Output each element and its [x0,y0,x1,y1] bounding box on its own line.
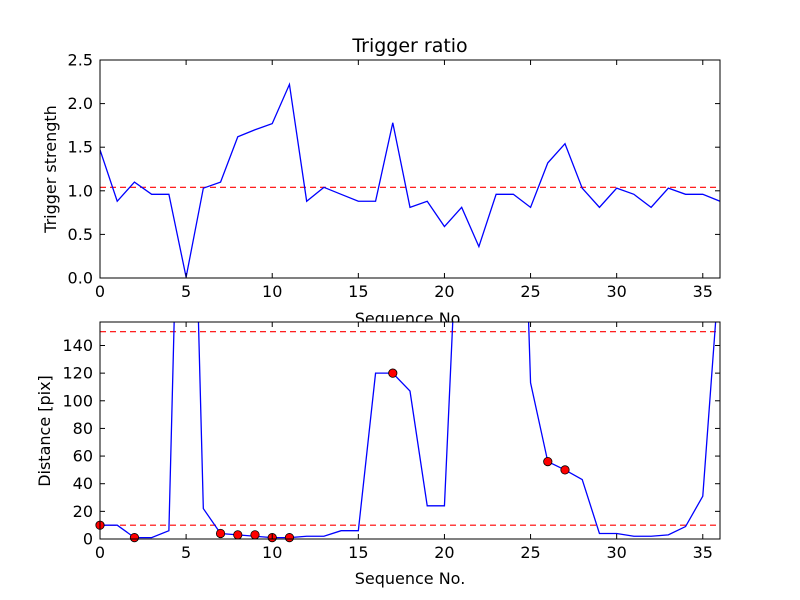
y-tick-label: 120 [62,364,93,383]
x-tick-label: 5 [181,282,191,301]
y-tick-label: 0 [83,530,93,549]
x-tick-label: 15 [348,543,368,562]
chart-title: Trigger ratio [351,35,467,57]
series-lines [100,322,717,539]
x-axis-label: Sequence No. [355,569,466,588]
data-point-marker [250,530,260,540]
axis-ticks: 0 5 10 15 20 25 30 35 0.0 0.5 1.0 1.5 2.0 2.5 [68,51,720,301]
x-tick-label: 35 [693,543,713,562]
distance-chart: 0 5 10 15 20 25 30 35 0 20 40 60 80 100 120 140 Sequenc… [35,321,721,588]
x-tick-label: 0 [95,543,105,562]
plot-frame [99,321,721,540]
plot-area [100,60,720,278]
x-tick-label: 15 [348,282,368,301]
data-point-marker [215,528,226,539]
x-tick-label: 10 [262,282,282,301]
series-line [100,322,717,539]
data-point-marker [388,368,398,378]
data-point-marker [560,465,570,475]
series-line [100,82,720,278]
x-tick-label: 35 [693,282,713,301]
y-tick-label: 100 [62,391,93,410]
x-tick-label: 20 [434,282,454,301]
y-tick-label: 60 [73,447,93,466]
axis-ticks: 0 5 10 15 20 25 30 35 0 20 40 60 80 100 120 140 [62,322,720,562]
x-tick-label: 30 [606,543,626,562]
plot-area [100,322,720,539]
y-tick-label: 40 [73,474,93,493]
y-tick-label: 2.5 [68,51,93,70]
y-tick-label: 20 [73,502,93,521]
y-tick-label: 0.0 [68,269,93,288]
x-tick-label: 0 [95,282,105,301]
x-tick-label: 5 [181,543,191,562]
x-tick-label: 25 [520,282,540,301]
trigger-ratio-chart: Trigger ratio 0 5 10 15 20 25 30 35 0.0 0.5 1.0 1.5… [41,35,721,328]
y-tick-label: 2.0 [68,94,93,113]
x-tick-label: 25 [520,543,540,562]
marker-points [95,368,570,543]
x-tick-label: 20 [434,543,454,562]
y-tick-label: 80 [73,419,93,438]
x-tick-label: 10 [262,543,282,562]
reference-lines [100,331,720,526]
series-lines [100,82,720,278]
y-tick-label: 1.0 [68,181,93,200]
data-point-marker [233,530,243,540]
data-point-marker [284,533,295,543]
y-tick-label: 0.5 [68,225,93,244]
y-axis-label: Trigger strength [41,105,60,234]
y-axis-label: Distance [pix] [35,375,54,487]
data-point-marker [129,533,140,543]
y-tick-label: 140 [62,336,93,355]
data-point-marker [543,456,553,467]
plot-frame [99,59,721,279]
y-tick-label: 1.5 [68,138,93,157]
x-tick-label: 30 [606,282,626,301]
